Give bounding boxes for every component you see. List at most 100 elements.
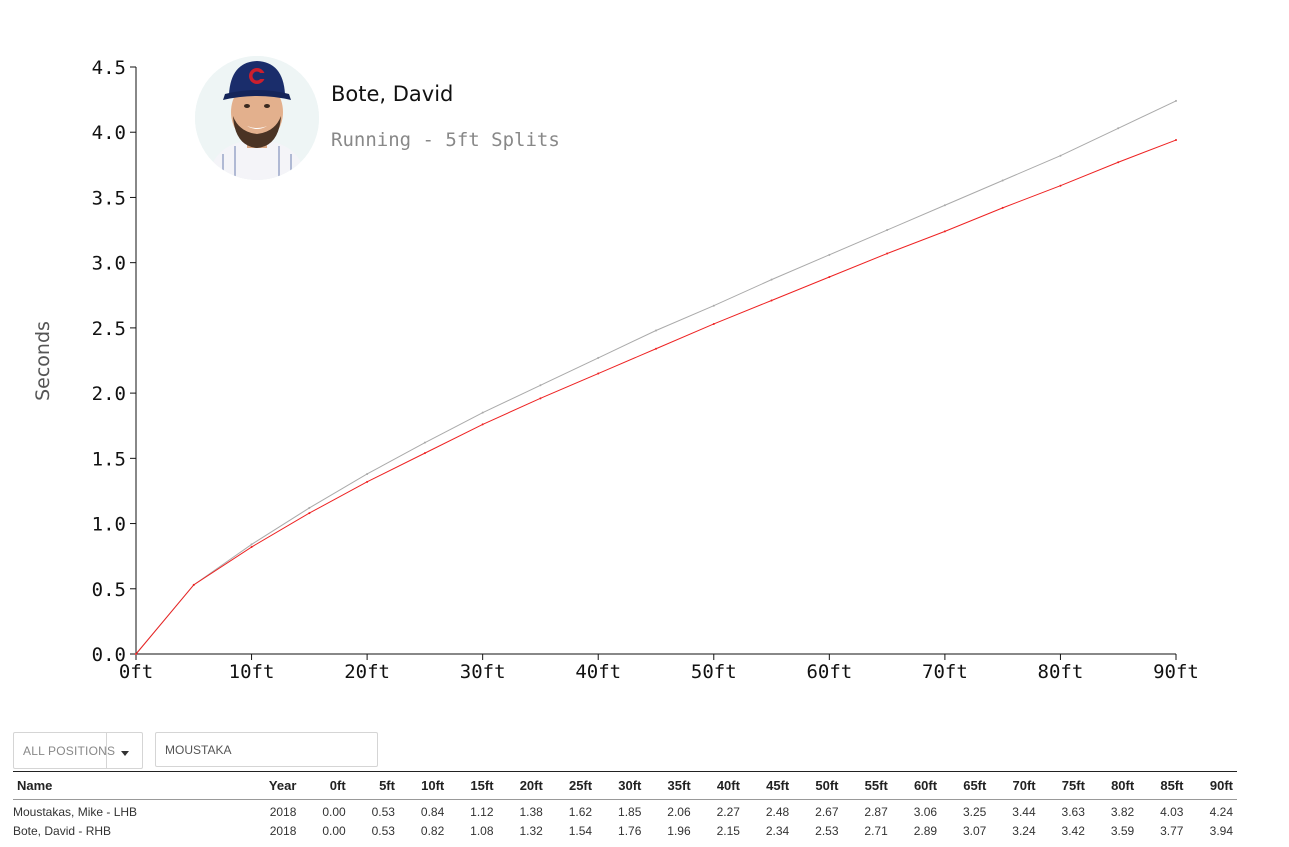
y-tick-label: 1.5 [92, 448, 126, 470]
series-0-point [886, 229, 889, 232]
series-1-point [366, 480, 369, 483]
table-cell: 3.42 [1061, 824, 1085, 838]
series-0-point [828, 253, 831, 256]
column-header[interactable]: 25ft [546, 771, 597, 800]
table-cell: 3.63 [1061, 805, 1085, 819]
series-0-point [308, 506, 311, 509]
player-name-cell: Moustakas, Mike - LHB [13, 805, 138, 819]
table-cell: 2.89 [913, 824, 938, 838]
table-cell: 1.54 [568, 824, 593, 838]
column-header[interactable]: 5ft [349, 771, 399, 800]
table-cell: 2.27 [716, 805, 740, 819]
position-select-label: ALL POSITIONS [23, 744, 116, 758]
table-cell: 1.08 [470, 824, 494, 838]
caret-down-icon[interactable] [120, 745, 130, 763]
column-header[interactable]: 55ft [842, 771, 892, 800]
column-header[interactable]: 50ft [793, 771, 843, 800]
series-0-point [1059, 154, 1062, 157]
series-1-point [1175, 139, 1177, 142]
table-cell: 3.94 [1209, 824, 1233, 838]
table-body: Moustakas, Mike - LHB 2018 0.00 0.53 0.84 1.1… [13, 800, 1237, 842]
table-cell: 1.32 [519, 824, 543, 838]
column-header[interactable]: 45ft [743, 771, 794, 800]
column-header[interactable]: 30ft [596, 771, 646, 800]
splits-table: Name Year 0ft 5ft 10ft 15ft 20ft 25ft 30ft 35ft 40… [13, 771, 1237, 841]
table-cell: 4.03 [1160, 805, 1184, 819]
table-cell: 1.96 [667, 824, 691, 838]
table-cell: 3.82 [1110, 805, 1135, 819]
column-header[interactable]: 40ft [694, 771, 744, 800]
series-layer [135, 99, 1177, 655]
y-tick-label: 4.5 [92, 57, 126, 79]
series-1-point [481, 423, 484, 426]
x-tick-label: 10ft [229, 661, 275, 683]
column-header[interactable]: 15ft [448, 771, 498, 800]
table-row[interactable]: Bote, David - RHB 2018 0.00 0.53 0.82 1.08 1.3… [13, 822, 1237, 841]
series-1-point [250, 546, 253, 549]
x-tick-label: 90ft [1153, 661, 1199, 683]
series-0-point [1117, 127, 1120, 130]
series-1-point [539, 397, 542, 400]
table-cell: 2.71 [864, 824, 888, 838]
series-1-point [423, 452, 426, 455]
series-0-point [712, 304, 715, 307]
column-header[interactable]: 0ft [300, 771, 350, 800]
series-0-point [366, 472, 369, 475]
series-1-point [886, 252, 889, 255]
player-search-input[interactable] [155, 732, 378, 767]
series-1-point [135, 653, 137, 655]
table-cell: 0.82 [420, 824, 445, 838]
series-1-point [308, 512, 311, 515]
y-tick-label: 3.5 [92, 187, 126, 209]
table-row[interactable]: Moustakas, Mike - LHB 2018 0.00 0.53 0.84 1.1… [13, 800, 1237, 823]
table-cell: 1.85 [618, 805, 642, 819]
column-header[interactable]: 20ft [497, 771, 547, 800]
table-cell: 3.07 [962, 824, 987, 838]
column-header[interactable]: 85ft [1138, 771, 1188, 800]
table-cell: 1.62 [568, 805, 593, 819]
table-cell: 2.67 [815, 805, 839, 819]
y-axis-title: Seconds [32, 321, 54, 401]
x-tick-label: 20ft [344, 661, 390, 683]
chart-subtitle: Running - 5ft Splits [331, 129, 560, 151]
column-header[interactable]: 80ft [1088, 771, 1139, 800]
series-1-point [655, 347, 657, 350]
series-0-point [770, 278, 773, 281]
series-1-point [1059, 184, 1062, 187]
series-1-point [828, 276, 831, 279]
column-header[interactable]: 75ft [1039, 771, 1089, 800]
column-header[interactable]: Year [243, 771, 301, 800]
series-0-point [423, 441, 426, 444]
column-header[interactable]: 35ft [645, 771, 695, 800]
table-cell: 0.84 [420, 805, 445, 819]
series-0-point [250, 543, 253, 546]
y-tick-label: 0.5 [92, 579, 126, 601]
table-cell: 2018 [269, 824, 297, 838]
x-tick-label: 80ft [1038, 661, 1084, 683]
position-select[interactable]: ALL POSITIONS [13, 732, 143, 769]
column-header[interactable]: Name [13, 771, 244, 800]
table-cell: 0.53 [371, 824, 395, 838]
y-tick-label: 3.0 [92, 253, 126, 275]
column-header[interactable]: 70ft [990, 771, 1040, 800]
table-cell: 2.06 [667, 805, 691, 819]
table-cell: 3.24 [1012, 824, 1036, 838]
table-cell: 0.53 [371, 805, 395, 819]
series-1-point [597, 372, 600, 375]
table-cell: 0.00 [322, 805, 346, 819]
column-header[interactable]: 65ft [941, 771, 991, 800]
column-header[interactable]: 60ft [891, 771, 942, 800]
table-cell: 1.12 [470, 805, 494, 819]
x-tick-label: 60ft [806, 661, 852, 683]
column-header[interactable]: 90ft [1187, 771, 1237, 800]
series-line-1 [135, 139, 1177, 655]
series-0-point [943, 204, 946, 207]
table-cell: 3.25 [962, 805, 987, 819]
series-1-point [192, 583, 195, 586]
x-tick-label: 30ft [460, 661, 506, 683]
column-header[interactable]: 10ft [398, 771, 449, 800]
series-0-point [655, 329, 657, 332]
running-splits-chart: 0.0 0.5 1.0 1.5 2.0 2.5 3.0 3.5 4.0 4.5 0ft 10ft 20… [32, 57, 1199, 683]
player-name-cell: Bote, David - RHB [13, 824, 112, 838]
table-cell: 3.06 [913, 805, 938, 819]
